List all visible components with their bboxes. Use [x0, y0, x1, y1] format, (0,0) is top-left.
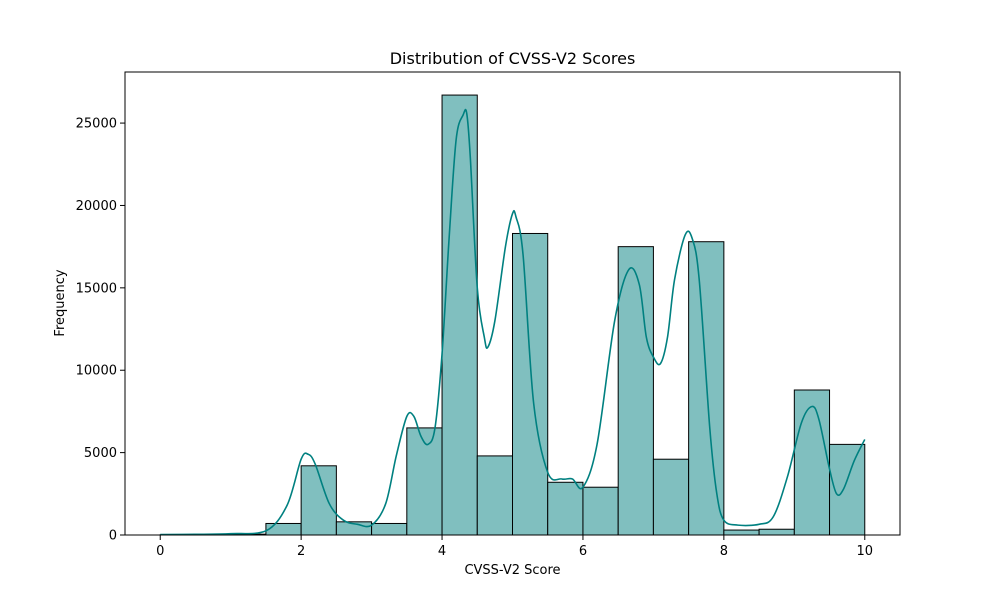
histogram-bar	[652, 458, 690, 536]
x-tick-label: 6	[579, 544, 587, 559]
y-tick-label: 5000	[84, 446, 117, 461]
x-tick-label: 0	[156, 544, 164, 559]
y-tick-label: 15000	[76, 281, 117, 296]
x-tick-label: 8	[720, 544, 728, 559]
histogram-bar	[723, 529, 760, 536]
histogram-bar	[371, 522, 408, 536]
histogram-bar	[512, 232, 549, 536]
chart-title: Distribution of CVSS-V2 Scores	[390, 49, 636, 68]
histogram-bar	[793, 389, 831, 536]
y-tick-label: 10000	[76, 364, 117, 379]
kde-density-line	[160, 108, 866, 536]
histogram-bar	[265, 522, 302, 536]
plot-area-frame	[124, 71, 901, 536]
y-tick-label: 20000	[76, 199, 117, 214]
histogram-bar	[547, 481, 584, 536]
histogram-bars	[159, 94, 866, 536]
histogram-bar	[582, 486, 619, 536]
histogram-bar	[406, 427, 443, 536]
y-tick-label: 25000	[76, 117, 117, 132]
y-tick-label: 0	[109, 529, 117, 544]
x-tick-label: 4	[438, 544, 446, 559]
histogram-bar	[476, 455, 514, 536]
histogram-bar	[300, 465, 337, 536]
histogram-bar	[441, 94, 478, 536]
x-tick-label: 2	[297, 544, 305, 559]
x-axis-label: CVSS-V2 Score	[464, 563, 560, 578]
x-tick-label: 10	[856, 544, 873, 559]
histogram-bar	[617, 246, 654, 536]
y-axis-label: Frequency	[53, 269, 68, 336]
histogram-bar	[829, 443, 866, 536]
histogram-bar	[758, 528, 795, 536]
x-axis-ticks: 0 2 4 6 8 10	[156, 535, 873, 559]
y-axis-ticks: 0 5000 10000 15000 20000 25000	[76, 117, 125, 544]
